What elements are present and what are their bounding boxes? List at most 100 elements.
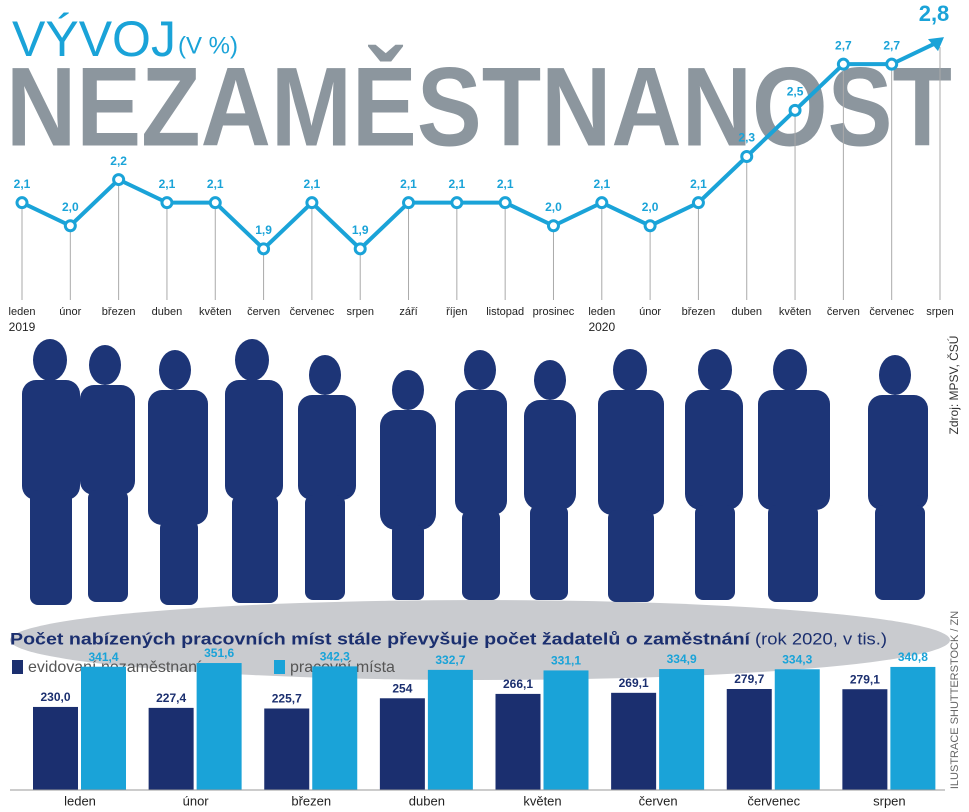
supertitle: VÝVOJ <box>12 11 176 67</box>
x-tick-label: únor <box>59 306 81 318</box>
value-label: 2,0 <box>545 200 562 214</box>
value-label: 2,1 <box>690 177 707 191</box>
bar-title: Počet nabízených pracovních míst stále p… <box>10 629 751 648</box>
value-label: 2,1 <box>400 177 417 191</box>
x-tick-label: květen <box>523 793 561 808</box>
line <box>21 39 941 252</box>
point <box>63 219 77 233</box>
shadows <box>10 600 950 680</box>
x-tick-label: leden <box>9 306 36 318</box>
x-tick-label: září <box>399 306 417 318</box>
value-label: 340,8 <box>898 650 928 664</box>
unit-label: (V %) <box>178 32 238 59</box>
value-label: 2,1 <box>593 177 610 191</box>
x-tick-label: únor <box>639 306 661 318</box>
value-label: 2,2 <box>110 154 127 168</box>
bar <box>774 669 820 790</box>
value-label: 2,0 <box>62 200 79 214</box>
value-label: 2,8 <box>919 1 950 26</box>
value-label: 2,5 <box>787 85 804 99</box>
point <box>498 196 512 210</box>
point <box>546 219 560 233</box>
x-tick-label: květen <box>199 306 231 318</box>
bar <box>264 708 310 790</box>
value-label: 2,7 <box>883 38 900 52</box>
x-tick-label: červen <box>247 306 280 318</box>
bar <box>148 707 194 790</box>
value-label: 2,0 <box>642 200 659 214</box>
value-label: 334,9 <box>667 652 697 666</box>
year-label: 2020 <box>588 320 615 334</box>
legend-swatch <box>12 660 23 674</box>
bar <box>312 666 358 790</box>
x-tick-label: červenec <box>290 306 335 318</box>
value-label: 334,3 <box>782 652 812 666</box>
value-label: 332,7 <box>435 653 465 667</box>
point <box>208 196 222 210</box>
x-tick-label: červen <box>827 306 860 318</box>
x-tick-label: duben <box>731 306 762 318</box>
value-label: 279,7 <box>734 672 764 686</box>
bar <box>379 698 425 790</box>
value-label: 341,4 <box>88 650 118 664</box>
value-label: 279,1 <box>850 672 880 686</box>
point <box>788 103 802 117</box>
value-label: 2,1 <box>304 177 321 191</box>
x-tick-label: červenec <box>869 306 914 318</box>
point <box>691 196 705 210</box>
x-tick-label: leden <box>588 306 615 318</box>
people <box>22 339 928 605</box>
x-tick-label: prosinec <box>533 306 575 318</box>
x-tick-label: březen <box>102 306 136 318</box>
x-tick-label: duben <box>409 793 445 808</box>
point <box>402 196 416 210</box>
value-label: 225,7 <box>272 692 302 706</box>
x-tick-label: březen <box>682 306 716 318</box>
point <box>15 196 29 210</box>
bar <box>659 669 705 790</box>
bar <box>842 689 888 790</box>
x-tick-label: květen <box>779 306 811 318</box>
credit: ILUSTRACE SHUTTERSTOCK / ZN <box>949 611 961 789</box>
x-tick-label: duben <box>152 306 183 318</box>
x-tick-label: březen <box>291 793 331 808</box>
legend-swatch <box>274 660 285 674</box>
x-tick-label: červenec <box>747 793 800 808</box>
value-label: 1,9 <box>352 223 369 237</box>
year-label: 2019 <box>9 320 36 334</box>
point <box>257 242 271 256</box>
silhouettes <box>10 339 950 680</box>
bar <box>543 670 589 790</box>
value-label: 342,3 <box>320 650 350 664</box>
x-tick-label: srpen <box>926 306 954 318</box>
x-tick-label: srpen <box>873 793 906 808</box>
value-label: 254 <box>392 681 412 695</box>
bar <box>726 688 772 790</box>
value-label: 269,1 <box>619 676 649 690</box>
point <box>595 196 609 210</box>
value-label: 230,0 <box>40 690 70 704</box>
arrow-head <box>928 37 944 52</box>
bar <box>495 693 541 790</box>
value-label: 2,7 <box>835 38 852 52</box>
point <box>885 57 899 71</box>
value-label: 351,6 <box>204 646 234 660</box>
x-tick-label: červen <box>639 793 678 808</box>
value-label: 266,1 <box>503 677 533 691</box>
value-label: 227,4 <box>156 691 186 705</box>
point <box>112 173 126 187</box>
value-label: 331,1 <box>551 654 581 668</box>
value-label: 2,1 <box>159 177 176 191</box>
value-label: 2,1 <box>448 177 465 191</box>
point <box>353 242 367 256</box>
chart-title: NEZAMĚSTNANOST <box>6 45 952 170</box>
point <box>305 196 319 210</box>
point <box>643 219 657 233</box>
value-label: 2,1 <box>14 177 31 191</box>
value-label: 2,1 <box>207 177 224 191</box>
source: Zdroj: MPSV, ČSÚ <box>946 336 961 435</box>
bar <box>196 663 242 790</box>
value-label: 2,3 <box>738 131 755 145</box>
